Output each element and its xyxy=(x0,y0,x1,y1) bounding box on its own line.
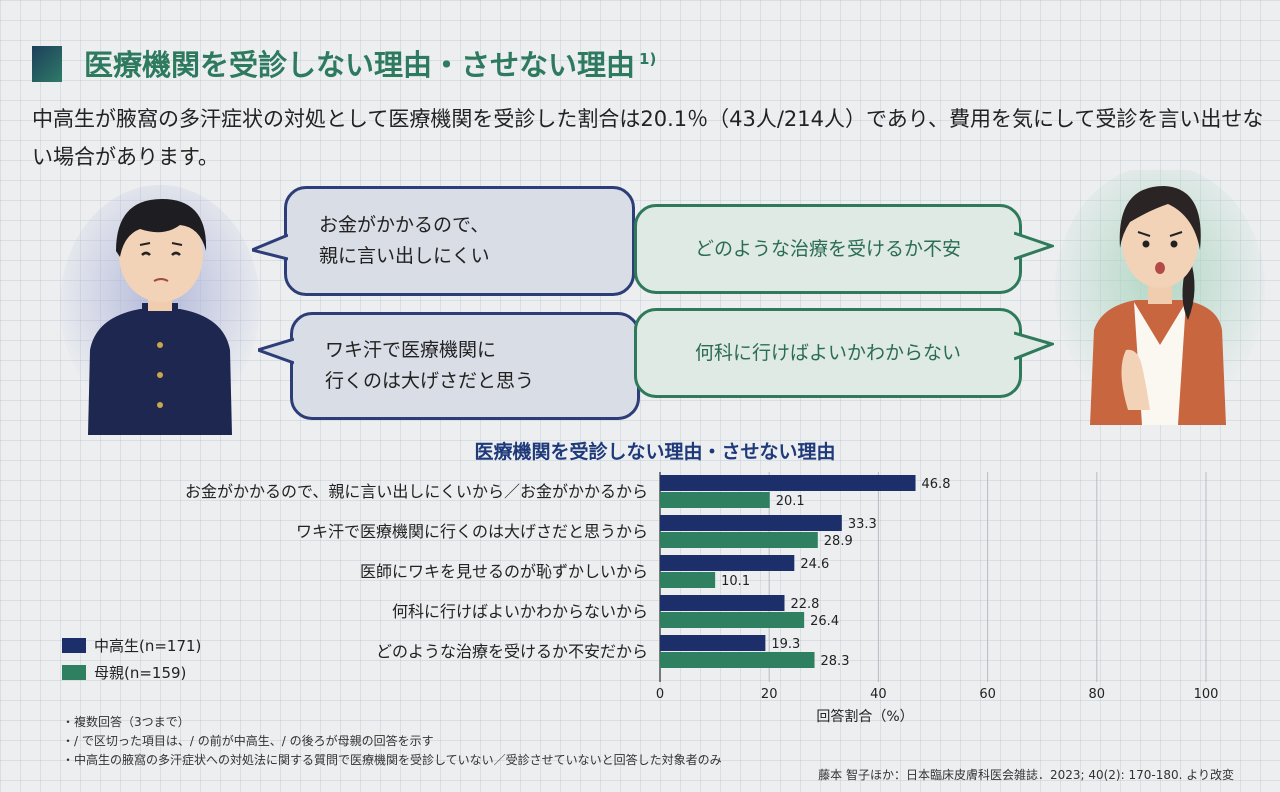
bar-student xyxy=(660,555,795,571)
x-axis-label: 回答割合（%） xyxy=(816,709,914,725)
bar-value-label: 24.6 xyxy=(800,557,829,572)
mother-bubble-department-text: 何科に行けばよいかわからない xyxy=(694,341,961,364)
student-bubble-exaggeration-tail xyxy=(258,337,294,365)
bar-value-label: 19.3 xyxy=(771,637,800,652)
student-bubble-cost-tail xyxy=(252,233,288,261)
student-illustration xyxy=(60,185,260,435)
bar-value-label: 22.8 xyxy=(790,597,819,612)
bar-value-label: 28.3 xyxy=(821,654,850,669)
mother-bubble-treatment: どのような治療を受けるか不安 xyxy=(634,204,1022,294)
student-bubble-cost-text: お金がかかるので、 親に言い出しにくい xyxy=(319,214,490,267)
x-tick-label: 40 xyxy=(870,687,887,702)
student-bubble-cost: お金がかかるので、 親に言い出しにくい xyxy=(284,186,635,296)
bar-mother xyxy=(660,612,805,628)
bar-mother xyxy=(660,572,716,588)
bar-student xyxy=(660,515,842,531)
legend-swatch-mother xyxy=(62,665,86,680)
note-slash-meaning: ・/ で区切った項目は、/ の前が中高生、/ の後ろが母親の回答を示す xyxy=(62,734,434,748)
bar-student xyxy=(660,475,916,491)
intro-text: 中高生が腋窩の多汗症状の対処として医療機関を受診した割合は20.1％（43人/2… xyxy=(32,107,1264,169)
title-marker xyxy=(32,46,62,82)
mother-bubble-department: 何科に行けばよいかわからない xyxy=(634,308,1022,398)
category-label: 何科に行けばよいかわからないから xyxy=(391,602,648,621)
legend-swatch-student xyxy=(62,638,86,653)
bar-student xyxy=(660,595,785,611)
bar-value-label: 20.1 xyxy=(776,494,805,509)
citation: 藤本 智子ほか：日本臨床皮膚科医会雑誌．2023; 40(2): 170-180… xyxy=(818,768,1234,782)
note-target-respondents: ・中高生の腋窩の多汗症状への対処法に関する質問で医療機関を受診していない／受診さ… xyxy=(62,753,722,767)
bar-chart: 0 20 40 60 80 100 46.8 20.1 33.3 28.9 24.6 10.1 22.8… xyxy=(656,472,1219,702)
bar-value-label: 28.9 xyxy=(824,534,853,549)
mother-bubble-treatment-text: どのような治療を受けるか不安 xyxy=(694,237,961,260)
mother-bubble-department-tail xyxy=(1014,331,1054,361)
category-label: 医師にワキを見せるのが恥ずかしいから xyxy=(359,562,648,581)
x-tick-label: 0 xyxy=(656,687,664,702)
category-label: ワキ汗で医療機関に行くのは大げさだと思うから xyxy=(295,522,648,541)
student-bubble-exaggeration: ワキ汗で医療機関に 行くのは大げさだと思う xyxy=(290,312,640,420)
category-label: どのような治療を受けるか不安だから xyxy=(375,642,648,661)
category-label: お金がかかるので、親に言い出しにくいから／お金がかかるから xyxy=(184,482,648,501)
legend-label-mother: 母親(n=159) xyxy=(94,664,187,682)
bar-value-label: 10.1 xyxy=(721,574,750,589)
student-bubble-exaggeration-text: ワキ汗で医療機関に 行くのは大げさだと思う xyxy=(325,339,535,392)
mother-illustration xyxy=(1055,170,1265,425)
chart-title: 医療機関を受診しない理由・させない理由 xyxy=(474,441,836,463)
bar-student xyxy=(660,635,766,651)
mother-bubble-treatment-tail xyxy=(1014,231,1054,261)
legend-label-student: 中高生(n=171) xyxy=(94,637,202,655)
note-multiple-answers: ・複数回答（3つまで） xyxy=(62,715,190,729)
x-tick-label: 80 xyxy=(1089,687,1106,702)
page-title-text: 医療機関を受診しない理由・させない理由 xyxy=(84,48,636,82)
x-tick-label: 60 xyxy=(979,687,996,702)
bar-value-label: 26.4 xyxy=(810,614,839,629)
title-reference: 1) xyxy=(639,50,657,69)
bar-mother xyxy=(660,532,818,548)
bar-mother xyxy=(660,652,815,668)
x-tick-label: 20 xyxy=(761,687,778,702)
bar-value-label: 46.8 xyxy=(922,477,951,492)
bar-value-label: 33.3 xyxy=(848,517,877,532)
x-tick-label: 100 xyxy=(1194,687,1219,702)
bar-mother xyxy=(660,492,770,508)
page-title: 医療機関を受診しない理由・させない理由 1) xyxy=(84,42,656,84)
